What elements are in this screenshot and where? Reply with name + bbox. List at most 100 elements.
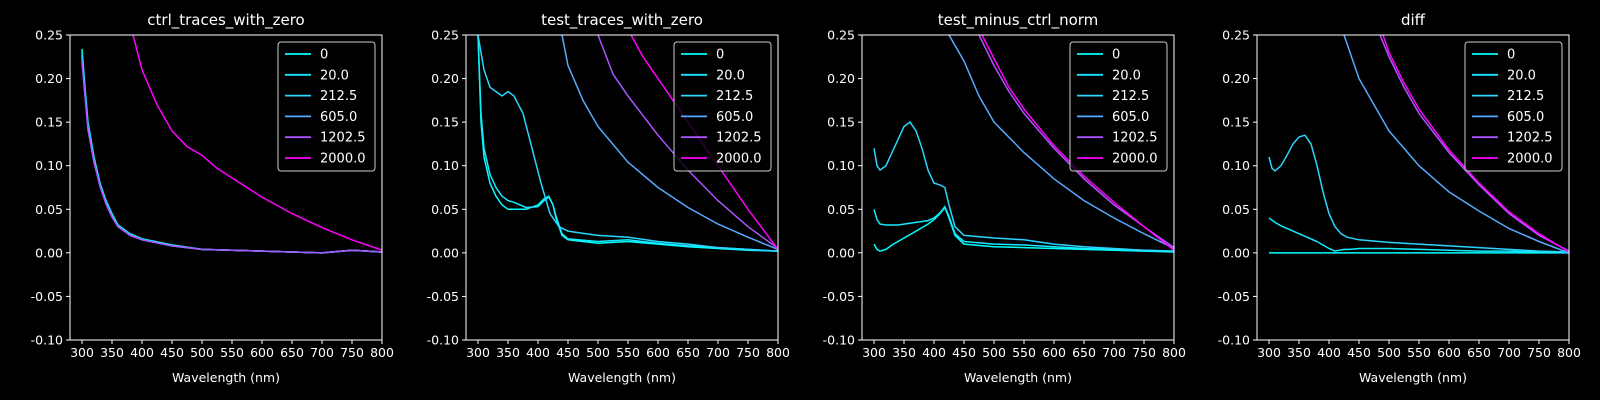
x-tick-label: 350: [496, 345, 520, 360]
x-tick-label: 350: [892, 345, 916, 360]
series-line-3: [477, 35, 778, 252]
series-line-5: [81, 62, 382, 254]
legend-label: 1202.5: [1112, 131, 1158, 146]
y-tick-label: 0.10: [35, 158, 63, 173]
legend-label: 0: [1507, 48, 1515, 63]
y-tick-label: 0.20: [35, 71, 63, 86]
series-line-3: [873, 121, 1174, 252]
chart-panel-3: 300 350 400 450 500 550 600 650 700 750 800 -0.10 -0…: [823, 11, 1186, 385]
chart-title: diff: [1401, 11, 1426, 29]
legend: 0 20.0 212.5 605.0 1202.5 2000.0: [1464, 41, 1563, 172]
x-tick-label: 300: [862, 345, 886, 360]
x-tick-label: 800: [1557, 345, 1581, 360]
chart-panel-2: 300 350 400 450 500 550 600 650 700 750 800 -0.10 -0…: [427, 11, 790, 385]
series-line-2: [1268, 217, 1569, 254]
x-tick-label: 750: [1527, 345, 1551, 360]
y-tick-label: 0.25: [827, 28, 855, 43]
legend-label: 212.5: [1507, 89, 1544, 104]
x-axis-label: Wavelength (nm): [172, 370, 280, 385]
axes-frame: [1256, 34, 1570, 341]
x-tick-label: 800: [1162, 345, 1186, 360]
y-tick-label: 0.20: [1222, 71, 1250, 86]
y-tick-label: 0.15: [1222, 115, 1250, 130]
legend-label: 20.0: [1112, 68, 1141, 83]
x-tick-label: 650: [1072, 345, 1096, 360]
x-tick-label: 650: [676, 345, 700, 360]
x-tick-label: 300: [70, 345, 94, 360]
chart-title: test_traces_with_zero: [541, 11, 703, 30]
x-tick-label: 350: [1287, 345, 1311, 360]
y-tick-label: 0.10: [431, 158, 459, 173]
x-tick-label: 450: [556, 345, 580, 360]
y-tick-label: 0.15: [827, 115, 855, 130]
x-tick-label: 700: [310, 345, 334, 360]
legend-label: 605.0: [1112, 110, 1149, 125]
x-tick-label: 800: [370, 345, 394, 360]
x-tick-label: 550: [220, 345, 244, 360]
x-axis-label: Wavelength (nm): [1359, 370, 1467, 385]
series-line-5: [597, 35, 778, 250]
x-tick-label: 350: [100, 345, 124, 360]
legend-label: 20.0: [320, 68, 349, 83]
series-line-4: [561, 35, 778, 251]
series-line-3: [1268, 134, 1569, 253]
axes-frame: [69, 34, 383, 341]
x-tick-label: 650: [280, 345, 304, 360]
y-tick-label: -0.10: [823, 333, 855, 348]
x-tick-label: 550: [1407, 345, 1431, 360]
x-tick-label: 450: [952, 345, 976, 360]
legend: 0 20.0 212.5 605.0 1202.5 2000.0: [673, 41, 772, 172]
series-line-5: [1379, 35, 1569, 252]
y-tick-label: 0.05: [1222, 202, 1250, 217]
x-tick-label: 600: [646, 345, 670, 360]
x-tick-label: 400: [922, 345, 946, 360]
y-tick-label: 0.00: [431, 245, 459, 260]
x-tick-label: 750: [340, 345, 364, 360]
chart-title: test_minus_ctrl_norm: [938, 11, 1099, 30]
y-tick-label: -0.10: [31, 333, 63, 348]
axes-frame: [861, 34, 1175, 341]
y-tick-label: 0.20: [827, 71, 855, 86]
x-tick-label: 300: [1257, 345, 1281, 360]
legend-label: 2000.0: [1112, 152, 1158, 167]
x-tick-label: 300: [466, 345, 490, 360]
legend-label: 1202.5: [716, 131, 762, 146]
y-tick-label: 0.00: [1222, 245, 1250, 260]
y-tick-label: 0.10: [1222, 158, 1250, 173]
legend-label: 0: [1112, 48, 1120, 63]
x-axis-label: Wavelength (nm): [568, 370, 676, 385]
legend-label: 2000.0: [320, 152, 366, 167]
legend: 0 20.0 212.5 605.0 1202.5 2000.0: [1069, 41, 1168, 172]
x-tick-label: 750: [736, 345, 760, 360]
x-tick-label: 600: [250, 345, 274, 360]
x-tick-label: 500: [1377, 345, 1401, 360]
legend: 0 20.0 212.5 605.0 1202.5 2000.0: [277, 41, 376, 172]
y-tick-label: 0.25: [35, 28, 63, 43]
x-tick-label: 700: [706, 345, 730, 360]
legend-label: 2000.0: [716, 152, 762, 167]
x-tick-label: 800: [766, 345, 790, 360]
x-tick-label: 600: [1437, 345, 1461, 360]
series-line-4: [1343, 35, 1569, 254]
y-tick-label: -0.05: [427, 289, 459, 304]
x-tick-label: 500: [982, 345, 1006, 360]
chart-panel-1: 300 350 400 450 500 550 600 650 700 750 800 -0.10 -0…: [31, 11, 394, 385]
y-tick-label: -0.05: [823, 289, 855, 304]
y-tick-label: 0.00: [827, 245, 855, 260]
y-tick-label: -0.05: [31, 289, 63, 304]
x-tick-label: 450: [160, 345, 184, 360]
series-line-6: [1382, 35, 1569, 253]
chart-panel-4: 300 350 400 450 500 550 600 650 700 750 800 -0.10 -0…: [1218, 11, 1581, 385]
x-tick-label: 700: [1102, 345, 1126, 360]
legend-label: 1202.5: [1507, 131, 1553, 146]
y-tick-label: 0.05: [827, 202, 855, 217]
y-tick-label: 0.00: [35, 245, 63, 260]
legend-label: 1202.5: [320, 131, 366, 146]
x-tick-label: 450: [1347, 345, 1371, 360]
legend-label: 605.0: [320, 110, 357, 125]
x-tick-label: 550: [616, 345, 640, 360]
y-tick-label: -0.05: [1218, 289, 1250, 304]
y-tick-label: 0.10: [827, 158, 855, 173]
y-tick-label: -0.10: [1218, 333, 1250, 348]
x-tick-label: 600: [1042, 345, 1066, 360]
